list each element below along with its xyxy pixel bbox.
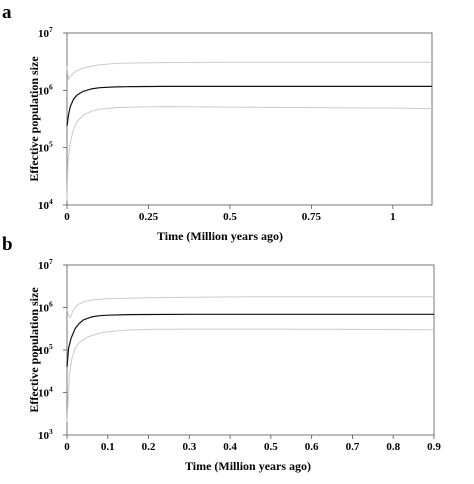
panel-b-upper-line [66, 296, 434, 319]
panel-a-x-tick-label: 0.5 [223, 211, 237, 223]
panel-b-y-tick-exponent: 6 [49, 300, 53, 309]
panel-a-lower-line [66, 106, 433, 201]
panel-b-letter: b [2, 234, 13, 255]
panel-a-y-tick-label: 10 [38, 85, 50, 97]
panel-a-y-tick-exponent: 4 [49, 197, 53, 206]
panel-b-lower-line [66, 328, 435, 423]
panel-a-plot-frame [66, 32, 433, 206]
panel-b-series [66, 296, 435, 423]
panel-b-x-tick-label: 0.6 [305, 441, 319, 453]
panel-b: b Effective population size Time (Millio… [2, 234, 441, 473]
panel-b-x-tick-label: 0.9 [427, 441, 441, 453]
panel-b-y-tick-exponent: 5 [49, 342, 53, 351]
panel-b-y-axis-title: Effective population size [27, 287, 41, 413]
panel-b-plot-frame [66, 264, 435, 436]
panel-b-y-tick-exponent: 3 [49, 427, 53, 436]
panel-b-x-ticks: 0 0.1 0.2 0.3 0.4 0.5 0.6 0.7 0.8 0.9 [64, 435, 441, 453]
panel-a-y-tick-exponent: 5 [49, 140, 53, 149]
panel-a-upper-line [66, 61, 432, 80]
panel-b-y-tick-label: 10 [38, 388, 50, 400]
panel-a-series [66, 61, 433, 201]
panel-a-y-axis-title: Effective population size [27, 56, 41, 182]
panel-a-letter: a [2, 2, 12, 23]
panel-b-x-tick-label: 0.1 [101, 441, 115, 453]
panel-b-x-tick-label: 0.2 [142, 441, 156, 453]
panel-a-x-tick-label: 0.75 [302, 211, 322, 223]
panel-b-x-tick-label: 0.4 [223, 441, 237, 453]
panel-b-x-tick-label: 0.7 [346, 441, 360, 453]
panel-b-median-line [66, 313, 434, 367]
panel-a-y-tick-label: 10 [38, 143, 50, 155]
panel-b-y-tick-label: 10 [38, 260, 50, 272]
panel-b-x-tick-label: 0.3 [182, 441, 196, 453]
panel-b-x-tick-label: 0.5 [264, 441, 278, 453]
panel-b-y-tick-label: 10 [38, 345, 50, 357]
panel-a-x-tick-label: 0 [64, 211, 70, 223]
panel-a-y-tick-exponent: 7 [49, 25, 53, 34]
panel-a-y-tick-label: 10 [38, 200, 50, 212]
panel-b-x-tick-label: 0 [64, 441, 70, 453]
panel-b-y-tick-exponent: 7 [49, 257, 53, 266]
panel-a-y-tick-label: 10 [38, 28, 50, 40]
panel-a-median-line [66, 85, 432, 126]
panel-a-x-tick-label: 0.25 [139, 211, 159, 223]
panel-b-x-axis-title: Time (Million years ago) [185, 459, 311, 473]
panel-a-x-ticks: 0 0.25 0.5 0.75 1 [64, 205, 396, 223]
panel-a: a Effective population size Time (Millio… [2, 2, 433, 243]
panel-b-y-tick-exponent: 4 [49, 385, 53, 394]
panel-b-x-tick-label: 0.8 [386, 441, 400, 453]
panel-b-y-tick-label: 10 [38, 430, 50, 442]
panel-b-y-tick-label: 10 [38, 303, 50, 315]
panel-a-x-axis-title: Time (Million years ago) [157, 229, 283, 243]
panel-a-x-tick-label: 1 [390, 211, 396, 223]
panel-a-y-tick-exponent: 6 [49, 82, 53, 91]
